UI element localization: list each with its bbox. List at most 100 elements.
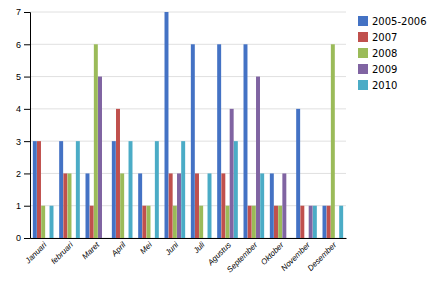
- bar: [151, 238, 155, 239]
- y-tick-label: 6: [16, 40, 21, 50]
- bar: [300, 206, 304, 238]
- x-tick: Juni: [163, 240, 181, 258]
- x-tick-label: Mei: [138, 240, 154, 256]
- x-tick: September: [225, 240, 259, 274]
- y-tick: 1: [16, 201, 30, 211]
- bar: [327, 206, 331, 238]
- y-tick: 6: [16, 40, 30, 50]
- bar: [120, 173, 124, 238]
- plot: JanuarifebruariMaretAprilMeiJuniJuliAgus…: [16, 7, 347, 274]
- x-tick-label: Januari: [23, 240, 49, 266]
- y-tick-mark: [24, 141, 30, 142]
- bar: [98, 77, 102, 238]
- bars: [33, 12, 343, 238]
- y-tick-label: 4: [16, 104, 21, 114]
- bar: [59, 141, 63, 238]
- bar: [296, 109, 300, 238]
- x-tick-label: februari: [49, 240, 75, 266]
- bar: [45, 238, 49, 239]
- bar: [252, 206, 256, 238]
- y-tick-mark: [24, 77, 30, 78]
- x-tick-label: September: [225, 240, 259, 274]
- bar-series: [33, 12, 327, 238]
- bar: [142, 206, 146, 238]
- x-tick: februari: [49, 240, 75, 266]
- bar: [147, 206, 151, 238]
- y-tick-mark: [24, 173, 30, 174]
- legend-swatch: [358, 48, 368, 58]
- grid-line: [30, 76, 346, 77]
- bar: [138, 173, 142, 238]
- legend-swatch: [358, 32, 368, 42]
- bar: [260, 173, 264, 238]
- grid-line: [30, 12, 346, 13]
- x-axis: JanuarifebruariMaretAprilMeiJuniJuliAgus…: [23, 239, 347, 275]
- bar-series: [98, 77, 313, 238]
- x-tick: Maret: [80, 240, 101, 261]
- bar: [112, 141, 116, 238]
- bar: [195, 173, 199, 238]
- y-tick-mark: [24, 206, 30, 207]
- x-axis-line: [31, 238, 347, 239]
- bar: [102, 238, 106, 239]
- bar: [274, 206, 278, 238]
- bar: [248, 206, 252, 238]
- y-tick-label: 5: [16, 72, 21, 82]
- bar-series: [37, 109, 331, 238]
- y-tick-label: 0: [16, 233, 21, 243]
- bar: [173, 206, 177, 238]
- y-tick: 3: [16, 137, 30, 147]
- bar: [230, 109, 234, 238]
- bar-series: [50, 141, 344, 238]
- legend-label: 2007: [372, 32, 397, 43]
- bar-series: [41, 44, 335, 238]
- bar: [37, 141, 41, 238]
- bar: [33, 141, 37, 238]
- bar: [331, 44, 335, 238]
- bar: [313, 206, 317, 238]
- x-tick-label: Desember: [306, 240, 339, 273]
- bar: [305, 238, 309, 239]
- y-tick: 2: [16, 169, 30, 179]
- y-tick-label: 2: [16, 169, 21, 179]
- bar: [86, 173, 90, 238]
- bar: [181, 141, 185, 238]
- legend-label: 2010: [372, 80, 397, 91]
- bar: [217, 44, 221, 238]
- bar: [129, 141, 133, 238]
- y-tick-mark: [24, 109, 30, 110]
- y-tick: 5: [16, 72, 30, 82]
- bar: [124, 238, 128, 239]
- bar: [203, 238, 207, 239]
- x-tick-label: April: [109, 240, 128, 259]
- bar: [256, 77, 260, 238]
- y-tick: 7: [16, 7, 30, 17]
- bar: [335, 238, 339, 239]
- bar: [309, 206, 313, 238]
- legend-label: 2005-2006: [372, 16, 427, 27]
- bar: [155, 141, 159, 238]
- legend-item: 2010: [358, 80, 397, 91]
- bar: [72, 238, 76, 239]
- bar: [41, 206, 45, 238]
- legend-item: 2007: [358, 32, 397, 43]
- bar: [287, 238, 291, 239]
- legend-item: 2008: [358, 48, 397, 59]
- y-tick: 0: [16, 233, 30, 243]
- y-tick-label: 1: [16, 201, 21, 211]
- y-tick-mark: [24, 44, 30, 45]
- x-tick: Desember: [306, 240, 339, 273]
- x-tick: April: [109, 240, 128, 259]
- bar: [234, 141, 238, 238]
- bar: [278, 206, 282, 238]
- bar: [221, 173, 225, 238]
- legend-swatch: [358, 80, 368, 90]
- legend-label: 2009: [372, 64, 397, 75]
- bar: [68, 173, 72, 238]
- x-tick-label: Maret: [80, 240, 101, 261]
- y-tick: 4: [16, 104, 30, 114]
- y-tick-mark: [24, 12, 30, 13]
- bar: [208, 173, 212, 238]
- bar: [169, 173, 173, 238]
- bar: [63, 173, 67, 238]
